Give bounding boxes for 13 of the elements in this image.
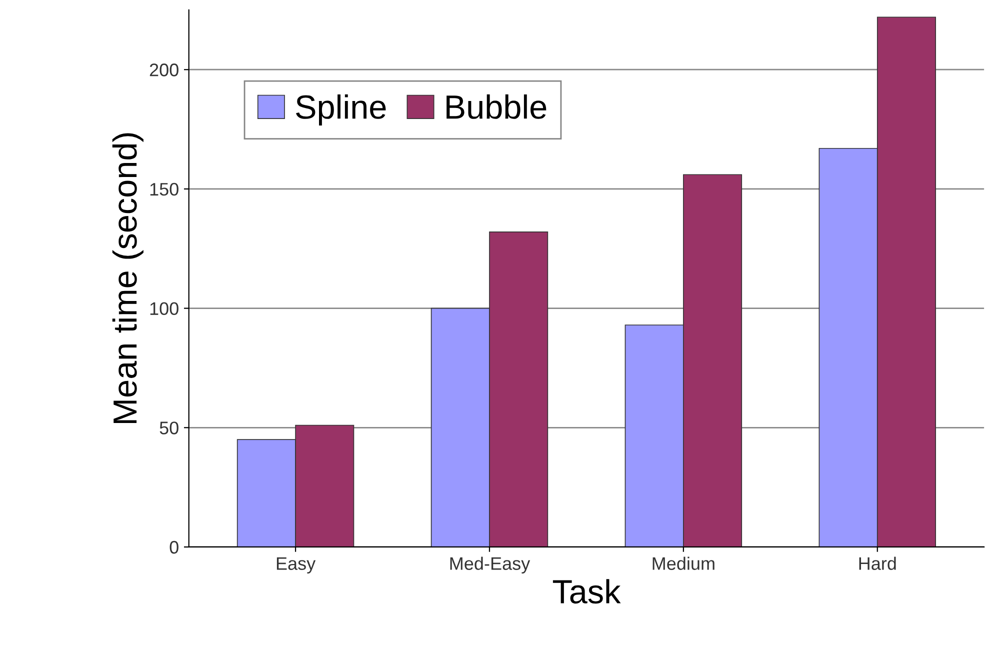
y-axis-title: Mean time (second) [112,133,144,423]
y-tick-label: 150 [150,182,178,196]
x-tick-label: Hard [859,556,896,570]
x-axis-title: Task [552,579,621,604]
y-tick-label: 50 [160,422,178,434]
y-tick-label: 0 [170,540,178,554]
y-tick-label: 100 [150,302,178,316]
x-tick-label: Med-Easy [450,556,530,574]
legend-label: Spline [296,94,386,126]
legend-label: Bubble [446,94,546,119]
x-tick-label: Easy [276,557,316,574]
y-tick-label: 200 [150,64,178,76]
x-tick-label: Medium [652,556,714,570]
